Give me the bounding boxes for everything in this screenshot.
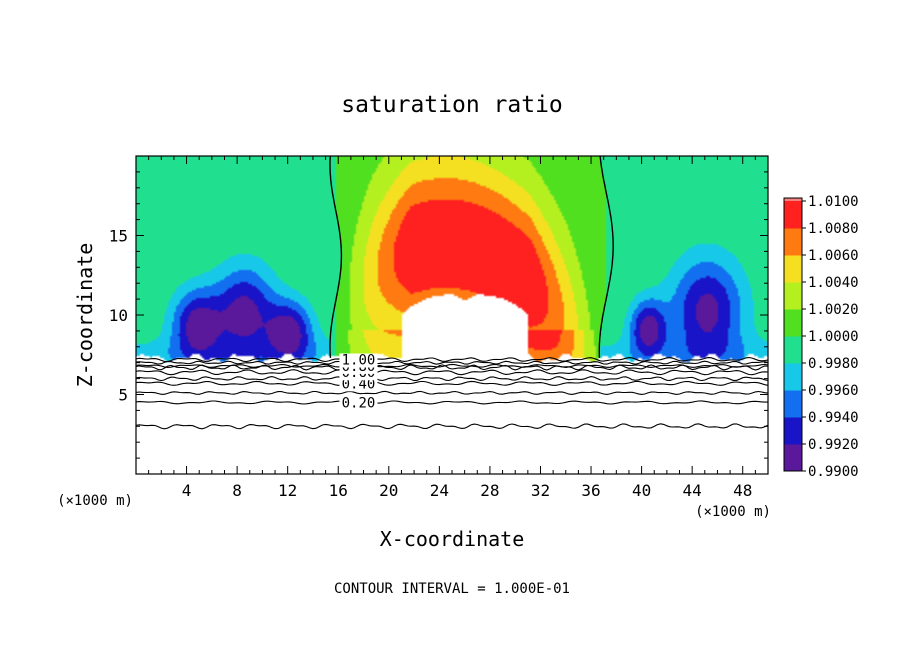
contour-label-bg: [339, 377, 378, 392]
colorbar-tick-label: 1.0000: [808, 329, 859, 345]
x-tick-label: 36: [581, 481, 600, 500]
colorbar-band: [784, 201, 802, 229]
colorbar-frame: [783, 197, 803, 472]
x-tick-label: 16: [329, 481, 348, 500]
x-tick-label: 4: [182, 481, 192, 500]
y-axis-label: Z-coordinate: [73, 243, 97, 388]
colorbar-tick-label: 0.9900: [808, 464, 859, 480]
x-tick-label: 44: [683, 481, 702, 500]
x-unit-right: (×1000 m): [695, 504, 771, 520]
colorbar-band: [784, 336, 802, 364]
chart-title: saturation ratio: [341, 92, 563, 118]
x-tick-label: 24: [430, 481, 449, 500]
colorbar-tick-label: 1.0020: [808, 302, 859, 318]
colorbar-band: [784, 198, 802, 201]
y-tick-label: 5: [118, 386, 128, 405]
contour-line: [136, 376, 768, 382]
colorbar-band: [784, 282, 802, 310]
contour-line: [136, 423, 768, 430]
contour-line: [136, 356, 768, 363]
y-tick-label: 10: [109, 306, 128, 325]
colorbar-band: [784, 228, 802, 256]
x-tick-label: 40: [632, 481, 651, 500]
colorbar: 0.9900 0.9920 0.9940 0.9960 0.9980 1.0000 1.00…: [783, 194, 859, 480]
contour-label: 0.40: [342, 376, 376, 392]
x-unit-left: (×1000 m): [57, 493, 133, 509]
contour-line: [136, 380, 768, 386]
supersaturation-boundary-contour: [598, 156, 614, 358]
x-tick-label: 48: [733, 481, 752, 500]
colorbar-band: [784, 255, 802, 283]
contour-label: 0.20: [342, 395, 376, 411]
x-tick-label: 28: [480, 481, 499, 500]
colorbar-tick-label: 1.0060: [808, 248, 859, 264]
colorbar-tick-label: 0.9980: [808, 356, 859, 372]
colorbar-tick-label: 1.0100: [808, 194, 859, 210]
x-tick-label: 8: [232, 481, 242, 500]
contour-label: 1.00: [342, 353, 376, 369]
colorbar-tick-label: 1.0040: [808, 275, 859, 291]
saturation-field: [136, 156, 768, 474]
contour-line: [136, 364, 768, 371]
x-tick-label: 20: [379, 481, 398, 500]
colorbar-band: [784, 417, 802, 445]
contour-line: [136, 369, 768, 376]
y-axis-ticks: 5 10 15: [109, 171, 768, 459]
contour-line: [136, 390, 768, 395]
colorbar-tick-label: 0.9920: [808, 437, 859, 453]
colorbar-band: [784, 309, 802, 337]
contour-line: [136, 363, 768, 368]
colorbar-band: [784, 390, 802, 418]
contour-interval-note: CONTOUR INTERVAL = 1.000E-01: [334, 581, 570, 597]
contour-lines: [136, 156, 768, 430]
x-tick-label: 12: [278, 481, 297, 500]
colorbar-tick-label: 0.9940: [808, 410, 859, 426]
contour-label-bg: [339, 353, 378, 368]
contour-label-bg: [339, 396, 378, 411]
colorbar-tick-label: 0.9960: [808, 383, 859, 399]
colorbar-band: [784, 363, 802, 391]
contour-line: [136, 360, 768, 365]
x-axis-label: X-coordinate: [380, 527, 525, 551]
y-tick-label: 15: [109, 227, 128, 246]
x-tick-label: 32: [531, 481, 550, 500]
saturation-colormap: [136, 156, 768, 474]
contour-line: [136, 400, 768, 405]
contour-labels: 0.200.400.600.801.00: [339, 353, 378, 411]
x-axis-ticks: 4 8 12 16 20 24 28 32 36 40 44 48: [148, 156, 756, 500]
colorbar-band: [784, 444, 802, 472]
supersaturation-boundary-contour: [329, 156, 343, 358]
colorbar-tick-label: 1.0080: [808, 221, 859, 237]
